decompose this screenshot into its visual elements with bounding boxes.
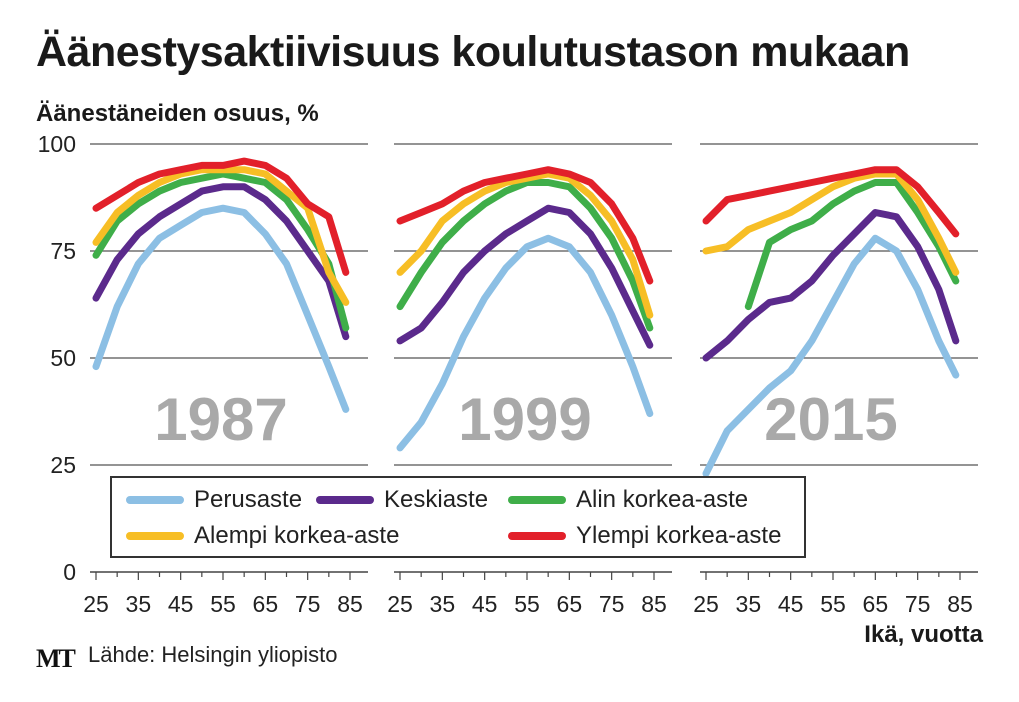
x-tick-label-55-panel-3: 55 xyxy=(820,591,846,617)
series-line-alempi-korkea-aste-1999 xyxy=(396,170,654,319)
series-line-ylempi-korkea-aste-2015 xyxy=(702,166,960,238)
y-tick-label-100: 100 xyxy=(38,131,76,157)
year-label-1999: 1999 xyxy=(458,386,591,453)
series-line-alempi-korkea-aste-1987 xyxy=(92,166,350,306)
series-line-perusaste-1987 xyxy=(92,204,350,413)
x-tick-label-85-panel-2: 85 xyxy=(641,591,667,617)
legend-swatch-alin-korkea-aste xyxy=(508,496,566,504)
series-line-keskiaste-1999 xyxy=(396,204,654,349)
series-line-keskiaste-2015 xyxy=(702,209,960,362)
series-line-keskiaste-1987 xyxy=(92,183,350,341)
y-tick-label-50: 50 xyxy=(50,345,76,371)
legend-swatch-ylempi-korkea-aste xyxy=(508,532,566,540)
x-tick-label-65-panel-3: 65 xyxy=(863,591,889,617)
legend-label-perusaste: Perusaste xyxy=(194,486,303,513)
x-tick-label-85-panel-3: 85 xyxy=(947,591,973,617)
series-line-alempi-korkea-aste-2015 xyxy=(702,170,960,276)
legend-label-keskiaste: Keskiaste xyxy=(384,486,489,513)
legend-item-ylempi-korkea-aste: Ylempi korkea-aste xyxy=(508,518,781,554)
x-tick-label-75-panel-1: 75 xyxy=(295,591,321,617)
x-tick-label-75-panel-2: 75 xyxy=(599,591,625,617)
x-tick-label-35-panel-1: 35 xyxy=(126,591,152,617)
legend-swatch-keskiaste xyxy=(316,496,374,504)
legend-swatch-perusaste xyxy=(126,496,184,504)
source-note: Lähde: Helsingin yliopisto xyxy=(88,642,338,667)
year-label-2015: 2015 xyxy=(764,386,897,453)
x-tick-label-45-panel-2: 45 xyxy=(472,591,498,617)
x-tick-label-35-panel-2: 35 xyxy=(430,591,456,617)
legend-item-keskiaste: Keskiaste xyxy=(316,482,488,518)
x-tick-label-65-panel-1: 65 xyxy=(253,591,279,617)
x-tick-label-35-panel-3: 35 xyxy=(736,591,762,617)
series-line-perusaste-1999 xyxy=(396,234,654,452)
legend: Perusaste Keskiaste Alin korkea-aste Ale… xyxy=(110,476,806,558)
legend-item-alin-korkea-aste: Alin korkea-aste xyxy=(508,482,748,518)
series-line-alin-korkea-aste-2015 xyxy=(744,179,960,311)
legend-item-perusaste: Perusaste xyxy=(126,482,302,518)
series-line-ylempi-korkea-aste-1987 xyxy=(92,157,350,276)
x-tick-label-25-panel-3: 25 xyxy=(693,591,719,617)
legend-swatch-alempi-korkea-aste xyxy=(126,532,184,540)
x-tick-label-75-panel-3: 75 xyxy=(905,591,931,617)
y-tick-label-25: 25 xyxy=(50,452,76,478)
x-tick-label-65-panel-2: 65 xyxy=(557,591,583,617)
x-tick-label-85-panel-1: 85 xyxy=(337,591,363,617)
y-tick-label-0: 0 xyxy=(63,559,76,585)
year-label-1987: 1987 xyxy=(154,386,287,453)
x-axis-label: Ikä, vuotta xyxy=(864,621,983,648)
series-line-alin-korkea-aste-1999 xyxy=(396,179,654,332)
chart-title: Äänestysaktiivisuus koulutustason mukaan xyxy=(36,28,910,76)
mt-logo: MT xyxy=(36,644,76,673)
x-tick-label-55-panel-2: 55 xyxy=(514,591,540,617)
x-tick-label-45-panel-3: 45 xyxy=(778,591,804,617)
legend-label-ylempi-korkea-aste: Ylempi korkea-aste xyxy=(576,522,782,549)
x-tick-label-25-panel-2: 25 xyxy=(387,591,413,617)
series-line-ylempi-korkea-aste-1999 xyxy=(396,166,654,285)
legend-label-alempi-korkea-aste: Alempi korkea-aste xyxy=(194,522,400,549)
x-tick-label-25-panel-1: 25 xyxy=(83,591,109,617)
x-tick-label-55-panel-1: 55 xyxy=(210,591,236,617)
series-line-perusaste-2015 xyxy=(702,234,960,478)
series-line-alin-korkea-aste-1987 xyxy=(92,170,350,332)
y-axis-label: Äänestäneiden osuus, % xyxy=(36,100,319,127)
x-tick-label-45-panel-1: 45 xyxy=(168,591,194,617)
legend-label-alin-korkea-aste: Alin korkea-aste xyxy=(576,486,749,513)
y-tick-label-75: 75 xyxy=(50,238,76,264)
legend-item-alempi-korkea-aste: Alempi korkea-aste xyxy=(126,518,399,554)
